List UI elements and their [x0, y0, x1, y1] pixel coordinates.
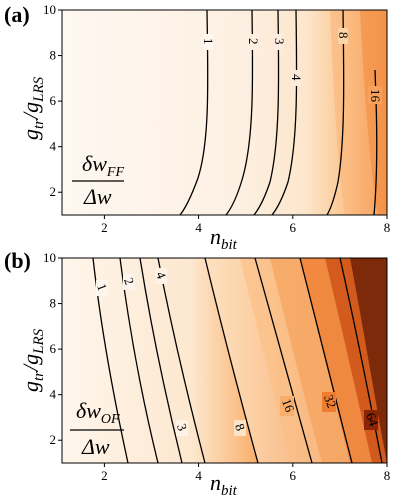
- panel-a-contour-line: [326, 10, 345, 215]
- panel-a-frame: [61, 9, 388, 216]
- panel-a-contour-line: [225, 10, 254, 215]
- panel-a-inset-numerator: δwFF: [82, 151, 124, 180]
- panel-a-label-bg: [338, 28, 348, 44]
- x-tick-label: 8: [384, 220, 391, 235]
- panel-a-x-axis-title: nbit: [210, 224, 238, 253]
- panel-a-inset-fraction: δwFF Δw: [72, 151, 124, 209]
- y-tick-label: 4: [50, 387, 57, 402]
- panel-b-contours: 1 2 3 4 8 16 32 64: [92, 258, 387, 463]
- panel-a-band: [360, 10, 387, 215]
- panel-a-label-bg: [274, 34, 284, 50]
- x-tick-label: 2: [101, 220, 108, 235]
- panel-b-label: (b): [4, 248, 31, 273]
- x-tick-label: 6: [290, 468, 297, 483]
- y-tick-label: 8: [50, 296, 57, 311]
- panel-a-label-bg: [291, 70, 301, 86]
- panel-b-label-bg: [322, 392, 336, 412]
- x-tick-label: 2: [101, 468, 108, 483]
- panel-b-contour-label: 3: [174, 422, 190, 433]
- panel-a-contour-label: 16: [368, 89, 383, 103]
- panel-a-contour-label: 8: [336, 32, 351, 39]
- panel-b-contour-label: 16: [279, 397, 298, 415]
- panel-b-contour-label: 1: [94, 282, 110, 293]
- panel-b: (b) 1 2 3 4: [4, 248, 390, 498]
- panel-b-label-bg: [176, 420, 188, 436]
- y-tick-label: 2: [50, 184, 57, 199]
- panel-b-contour-line: [254, 258, 313, 463]
- panel-b-label-bg: [234, 420, 246, 436]
- panel-a-contour-label: 4: [289, 74, 304, 81]
- panel-b-contour-label: 8: [232, 422, 248, 433]
- x-tick-label: 4: [195, 468, 202, 483]
- panel-a-axes: 2 4 6 8 2 4 6 8 10: [43, 2, 390, 235]
- panel-a-contour-line: [271, 10, 298, 215]
- panel-a-label: (a): [4, 2, 30, 27]
- panel-a-label-bg: [248, 34, 258, 50]
- y-tick-label: 10: [43, 250, 56, 265]
- panel-b-label-bg: [280, 396, 294, 416]
- panel-a-contour-line: [253, 10, 280, 215]
- y-tick-label: 4: [50, 139, 57, 154]
- panel-b-contour-label: 2: [121, 276, 137, 287]
- panel-b-contour-line: [139, 258, 183, 463]
- panel-b-frame: [61, 257, 388, 464]
- x-tick-label: 8: [384, 468, 391, 483]
- panel-b-label-bg: [364, 410, 378, 430]
- panel-a-label-bg: [203, 34, 213, 50]
- y-tick-label: 6: [50, 341, 57, 356]
- panel-b-label-bg: [96, 280, 108, 296]
- y-tick-label: 10: [43, 2, 56, 17]
- panel-b-x-axis-title: nbit: [210, 470, 238, 498]
- panel-b-label-bg: [123, 274, 135, 290]
- panel-a-contour-label: 1: [201, 38, 216, 45]
- y-tick-label: 6: [50, 93, 57, 108]
- panel-b-inset-fraction: δwOF Δw: [70, 398, 124, 459]
- panel-b-contour-line: [92, 258, 129, 463]
- y-tick-label: 8: [50, 48, 57, 63]
- panel-b-contour-line: [299, 258, 353, 463]
- panel-a-contour-label: 3: [272, 38, 287, 45]
- panel-b-label-bg: [155, 268, 167, 284]
- panel-b-inset-denominator: Δw: [81, 434, 110, 459]
- panel-b-axes: 2 4 6 8 2 4 6 8 10: [43, 250, 390, 483]
- panel-a-label-bg: [368, 86, 382, 104]
- panel-b-contour-line: [204, 258, 259, 463]
- panel-a-contour-label: 2: [246, 38, 261, 45]
- panel-a-inset-denominator: Δw: [83, 184, 112, 209]
- x-tick-label: 4: [195, 220, 202, 235]
- panel-a-y-axis-title: gtr/gLRS: [18, 76, 47, 140]
- panel-a-contours: 1 2 3 4 8 16: [179, 10, 387, 215]
- panel-b-contour-line: [339, 258, 383, 463]
- panel-b-y-axis-title: gtr/gLRS: [18, 328, 47, 392]
- panel-b-contour-label: 4: [153, 270, 169, 282]
- panel-a-contour-line: [179, 10, 209, 215]
- panel-b-contour-label: 64: [363, 411, 382, 429]
- y-tick-label: 2: [50, 432, 57, 447]
- panel-b-contour-label: 32: [321, 393, 340, 410]
- panel-b-inset-numerator: δwOF: [76, 398, 120, 427]
- x-tick-label: 6: [290, 220, 297, 235]
